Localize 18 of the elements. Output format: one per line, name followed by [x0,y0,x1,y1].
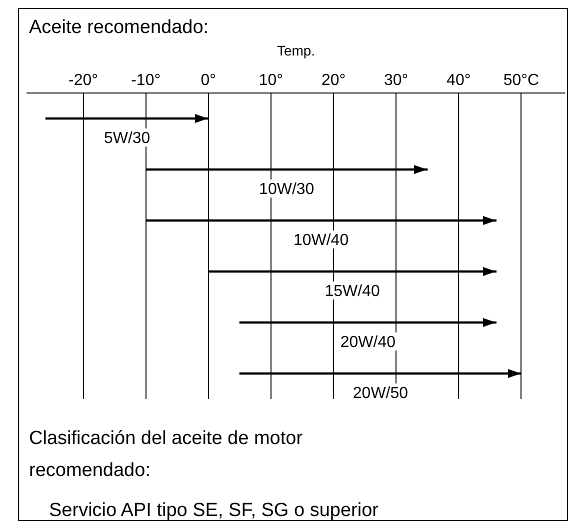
x-tick-label: -10° [131,72,161,89]
x-tick-label: 20° [321,72,346,89]
y-tick-label: 10W/30 [259,180,314,198]
x-tick-label: 40° [446,72,471,89]
x-tick-label: 10° [258,72,284,89]
x-tick-label: -20° [68,72,98,89]
y-tick-label: 10W/40 [293,232,349,249]
y-tick-label: 20W/40 [340,334,396,351]
x-tick-label: 0° [200,72,216,89]
x-tick-label: 30° [384,72,408,89]
x-axis-title: Temp. [276,42,316,58]
text: Servicio API tipo SE, SF, SG o superior [48,499,380,523]
y-tick-label: 5W/30 [104,130,150,147]
text: Clasificación del aceite de motor recomendado: [28,427,304,483]
y-tick-label: 20W/50 [352,384,408,402]
y-tick-label: 15W/40 [324,282,380,300]
chart-title: Aceite recomendado: [28,16,210,39]
x-tick-label: 50°C [503,72,540,89]
